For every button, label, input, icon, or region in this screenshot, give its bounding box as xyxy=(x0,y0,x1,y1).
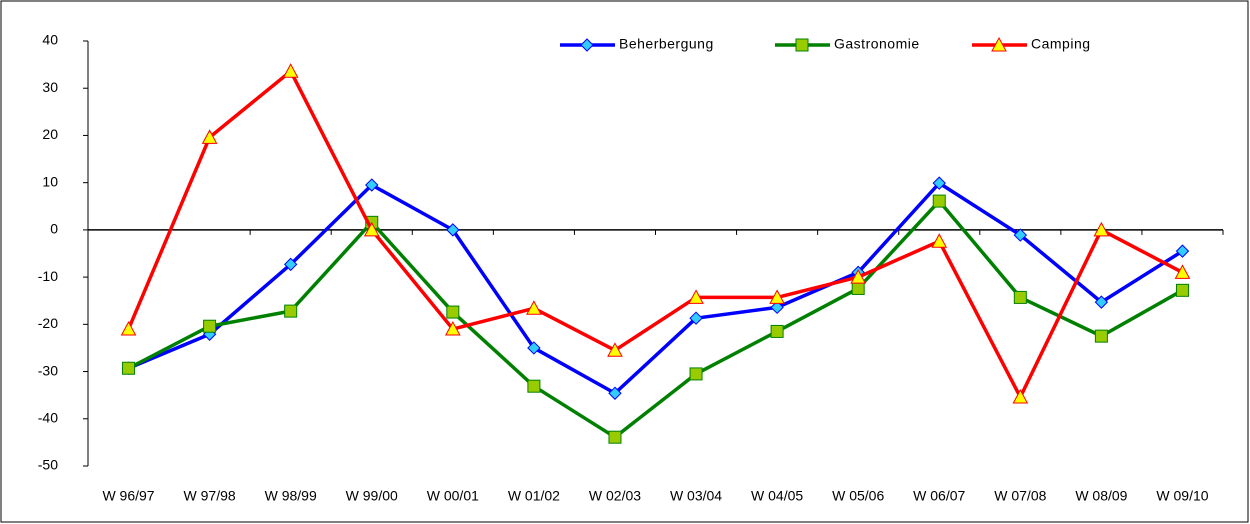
legend-marker xyxy=(795,38,809,52)
marker xyxy=(1174,264,1191,279)
legend-label: Beherbergung xyxy=(619,36,714,52)
marker xyxy=(284,304,298,318)
marker xyxy=(932,194,946,208)
x-tick-label: W 02/03 xyxy=(589,488,641,504)
marker xyxy=(608,386,622,400)
marker xyxy=(1094,295,1109,309)
marker xyxy=(446,223,460,237)
marker xyxy=(283,257,298,272)
y-tick-label: -10 xyxy=(38,268,58,284)
marker xyxy=(1175,283,1189,297)
x-tick-label: W 09/10 xyxy=(1156,488,1208,504)
marker xyxy=(1175,244,1190,258)
y-tick-label: 20 xyxy=(42,126,58,142)
marker xyxy=(1013,290,1027,304)
legend-marker xyxy=(991,36,1007,52)
marker xyxy=(365,178,379,192)
marker xyxy=(1094,329,1108,343)
marker xyxy=(770,300,784,315)
marker xyxy=(527,341,541,355)
x-tick-label: W 00/01 xyxy=(427,488,479,504)
legend-label: Gastronomie xyxy=(834,36,920,52)
y-tick-label: 10 xyxy=(42,173,58,189)
marker xyxy=(607,342,623,357)
marker xyxy=(203,319,217,333)
marker xyxy=(851,281,865,295)
y-tick-label: -50 xyxy=(38,457,58,473)
x-tick-label: W 01/02 xyxy=(508,488,560,504)
marker xyxy=(688,289,704,304)
x-tick-label: W 96/97 xyxy=(102,488,154,504)
x-tick-label: W 04/05 xyxy=(751,488,803,504)
marker xyxy=(120,321,137,336)
marker xyxy=(201,129,218,144)
marker xyxy=(770,324,784,338)
series-line xyxy=(126,69,1184,399)
x-tick-label: W 06/07 xyxy=(913,488,965,504)
marker xyxy=(689,367,703,381)
marker xyxy=(850,269,867,284)
marker xyxy=(122,361,136,375)
x-tick-label: W 98/99 xyxy=(265,488,317,504)
x-tick-label: W 05/06 xyxy=(832,488,884,504)
marker xyxy=(446,305,460,319)
legend-label: Camping xyxy=(1031,36,1091,52)
marker xyxy=(282,63,299,78)
legend-marker xyxy=(580,38,594,52)
marker xyxy=(608,430,622,444)
series-line xyxy=(127,181,1184,396)
y-tick-label: 0 xyxy=(50,221,58,237)
marker xyxy=(1012,389,1029,404)
marker xyxy=(932,176,946,190)
marker xyxy=(444,321,461,336)
marker xyxy=(769,289,785,304)
marker xyxy=(1013,228,1028,242)
marker xyxy=(527,379,541,393)
marker xyxy=(931,233,948,248)
y-tick-label: -30 xyxy=(38,362,58,378)
x-tick-label: W 99/00 xyxy=(346,488,398,504)
y-tick-label: -20 xyxy=(38,315,58,331)
marker xyxy=(363,221,380,237)
y-tick-label: 40 xyxy=(42,32,58,48)
x-tick-label: W 08/09 xyxy=(1075,488,1127,504)
marker xyxy=(526,300,542,315)
marker xyxy=(1093,221,1110,237)
x-tick-label: W 03/04 xyxy=(670,488,722,504)
y-tick-label: -40 xyxy=(38,409,58,425)
marker xyxy=(689,311,703,325)
x-tick-label: W 07/08 xyxy=(994,488,1046,504)
series-line xyxy=(127,199,1184,439)
x-tick-label: W 97/98 xyxy=(184,488,236,504)
y-tick-label: 30 xyxy=(42,79,58,95)
